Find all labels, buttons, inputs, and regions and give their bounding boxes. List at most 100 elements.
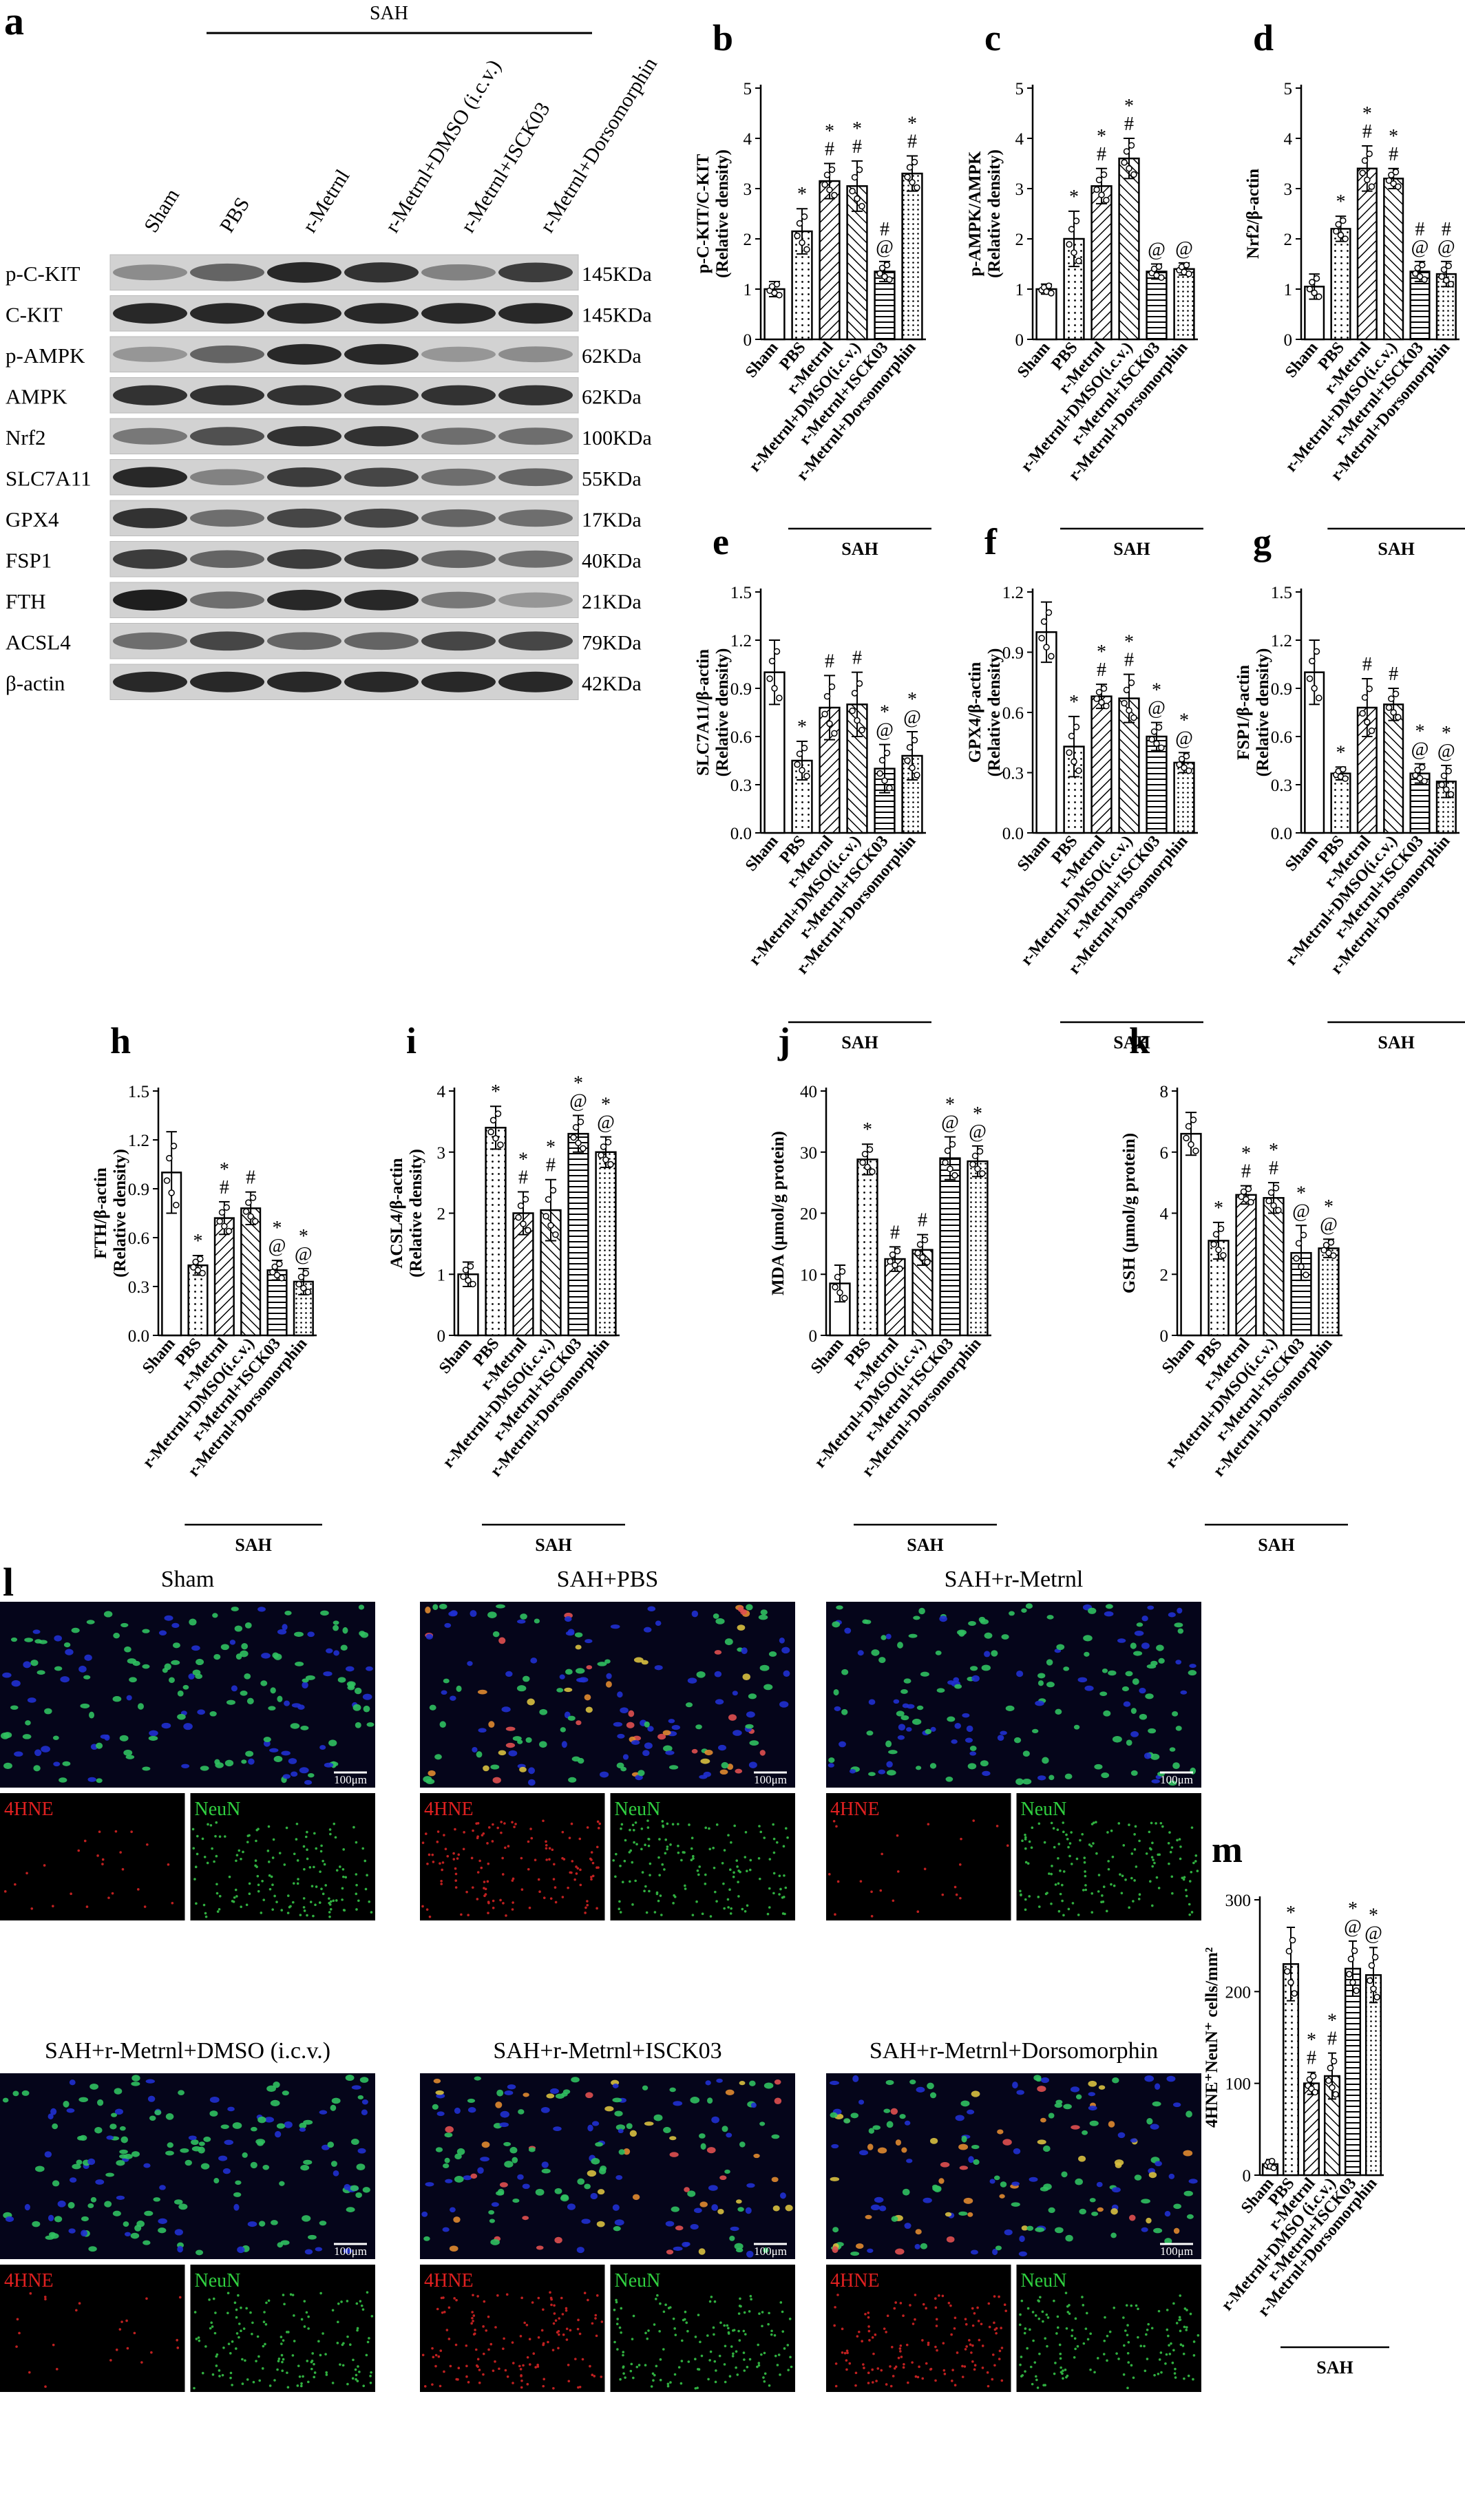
cell [124, 1646, 131, 1653]
cell [584, 1694, 591, 1701]
green-cell [1165, 2353, 1168, 2356]
cell [872, 2125, 881, 2130]
red-cell [987, 2302, 991, 2305]
cell [165, 2150, 174, 2156]
cell [539, 1708, 548, 1715]
green-cell [709, 2350, 713, 2353]
red-cell [594, 2317, 597, 2320]
cell [993, 2175, 1000, 2181]
significance-mark: # [246, 1167, 255, 1189]
cell [957, 1629, 967, 1635]
red-cell [472, 2320, 474, 2322]
blot-band [190, 427, 264, 446]
bar [1263, 1197, 1285, 1337]
cell [266, 2085, 276, 2093]
green-cell [766, 1912, 770, 1916]
green-cell [759, 1830, 763, 1834]
blot-size-label: 62KDa [582, 345, 642, 368]
cell [935, 1650, 942, 1655]
green-cell [218, 2369, 221, 2372]
cell [294, 1631, 304, 1637]
green-cell [202, 1903, 206, 1907]
significance-mark: @ [1175, 728, 1193, 749]
green-cell [1082, 2342, 1086, 2345]
data-point [1325, 1249, 1332, 1256]
data-point [462, 1267, 470, 1273]
green-cell [619, 2378, 622, 2381]
cell [1088, 2106, 1097, 2111]
y-axis-label: p-AMPK/AMPK [966, 151, 984, 276]
cell [895, 2248, 905, 2255]
green-cell [1036, 2386, 1040, 2389]
green-cell [1130, 1876, 1133, 1880]
data-point [1313, 275, 1320, 282]
cell [1115, 2162, 1122, 2168]
green-cell [1044, 1892, 1048, 1896]
green-cell [1164, 2362, 1167, 2365]
red-cell [835, 1825, 838, 1828]
channel-4hne-image [826, 2265, 1011, 2392]
data-point [974, 1165, 981, 1172]
cell [669, 2087, 676, 2093]
red-cell [465, 2344, 468, 2347]
red-cell [993, 2295, 996, 2298]
red-cell [482, 1832, 485, 1835]
data-point [1359, 710, 1366, 717]
green-cell [1081, 2296, 1084, 2298]
cell [841, 1669, 849, 1675]
red-cell [575, 1872, 578, 1875]
cell [1139, 1687, 1146, 1694]
red-cell [431, 1853, 434, 1856]
green-cell [197, 2336, 200, 2339]
cell [302, 2215, 311, 2222]
data-point [1183, 262, 1190, 268]
green-cell [652, 2379, 655, 2382]
cell [682, 2241, 690, 2247]
green-cell [649, 1874, 651, 1876]
red-cell [528, 2363, 531, 2366]
green-cell [267, 1861, 271, 1863]
data-point [909, 179, 916, 186]
green-cell [748, 2310, 751, 2313]
red-cell [590, 1878, 593, 1881]
data-point [1068, 732, 1075, 740]
significance-mark: @ [1437, 741, 1455, 762]
green-cell [743, 2358, 746, 2361]
green-cell [1178, 2318, 1181, 2322]
red-cell [455, 2298, 458, 2302]
data-point [821, 710, 828, 718]
blot-band [344, 262, 419, 283]
y-tick-label: 0.0 [730, 825, 752, 843]
cell [196, 2249, 204, 2256]
data-point [766, 675, 773, 682]
data-point [1353, 1987, 1360, 1994]
red-cell [549, 2291, 551, 2294]
western-blot-panel: a SAH Sham PBS r-Metrnl r-Metrnl+DMSO (i.c.… [4, 0, 662, 700]
red-cell [961, 2364, 964, 2368]
red-cell [467, 2380, 470, 2384]
green-cell [1181, 1876, 1184, 1879]
data-point [878, 264, 886, 272]
green-cell [779, 2373, 781, 2376]
cell [277, 1695, 283, 1702]
data-point [190, 1264, 197, 1271]
cell [164, 1663, 171, 1671]
green-cell [281, 2369, 284, 2373]
red-cell [569, 1871, 572, 1874]
green-cell [749, 1859, 752, 1862]
cell [724, 1638, 733, 1646]
green-cell [1020, 2355, 1023, 2358]
green-cell [1096, 2357, 1099, 2360]
red-cell [441, 2311, 444, 2314]
green-cell [264, 2342, 266, 2346]
green-cell [1117, 2358, 1120, 2360]
red-cell [557, 2347, 560, 2350]
green-cell [1178, 2316, 1181, 2319]
green-cell [1134, 1825, 1137, 1828]
green-cell [1126, 2352, 1130, 2355]
green-cell [1085, 2311, 1088, 2315]
cell [967, 2212, 973, 2217]
green-cell [1155, 1876, 1159, 1879]
green-cell [772, 1892, 775, 1895]
cell [496, 2089, 504, 2097]
